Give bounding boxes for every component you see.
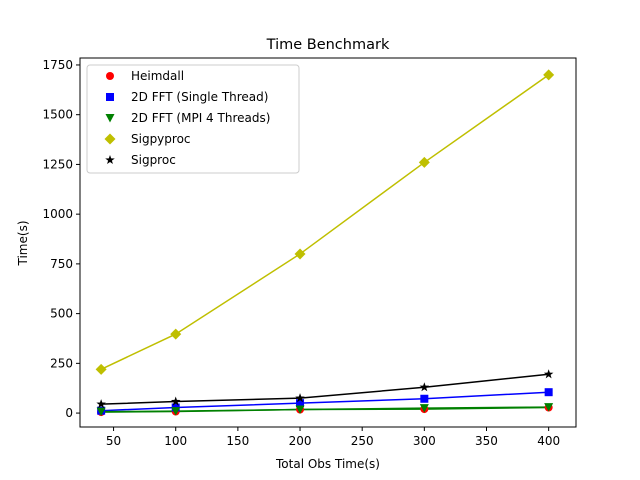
x-tick-label: 300 <box>413 434 436 448</box>
legend-label: Sigpyproc <box>131 132 191 146</box>
legend-item: Sigpyproc <box>104 132 191 146</box>
y-tick-label: 750 <box>50 257 73 271</box>
legend-item: Heimdall <box>106 69 184 83</box>
y-axis: 0 250 500 750 1000 1250 1500 1750 <box>42 58 80 420</box>
data-point-2-0 <box>96 407 106 417</box>
data-point-3-4 <box>543 69 555 81</box>
data-point-4-2 <box>295 393 305 403</box>
data-point-2-1 <box>171 407 181 416</box>
x-tick-label: 150 <box>226 434 249 448</box>
legend-marker <box>105 114 115 123</box>
data-point-1-3 <box>420 394 429 403</box>
y-tick-label: 250 <box>50 356 73 370</box>
x-tick-label: 50 <box>106 434 121 448</box>
x-tick-label: 400 <box>537 434 560 448</box>
data-point-3-2 <box>294 248 306 260</box>
y-axis-label: Time(s) <box>16 221 30 267</box>
x-tick-label: 200 <box>289 434 312 448</box>
x-tick-label: 100 <box>164 434 187 448</box>
y-tick-label: 1000 <box>42 207 73 221</box>
legend-marker <box>104 133 116 145</box>
legend-marker <box>105 155 115 165</box>
legend-item: 2D FFT (MPI 4 Threads) <box>105 111 270 125</box>
legend-label: Heimdall <box>131 69 184 83</box>
x-tick-label: 350 <box>475 434 498 448</box>
data-point-4-0 <box>96 399 106 409</box>
y-tick-label: 1500 <box>42 108 73 122</box>
data-point-4-4 <box>543 369 554 379</box>
data-point-1-2 <box>296 399 305 408</box>
data-point-3-1 <box>170 328 182 340</box>
y-tick-label: 1250 <box>42 157 73 171</box>
data-point-2-4 <box>544 403 554 412</box>
y-tick-label: 1750 <box>42 58 73 72</box>
data-point-1-4 <box>544 388 553 397</box>
legend: Heimdall 2D FFT (Single Thread) 2D FFT (MP… <box>86 64 300 174</box>
legend-label: 2D FFT (Single Thread) <box>131 90 268 104</box>
chart-title: Time Benchmark <box>266 37 390 53</box>
plot-area <box>95 69 555 417</box>
legend-marker <box>106 93 114 101</box>
data-point-3-0 <box>95 363 107 375</box>
x-axis: 50 100 150 200 250 300 350 400 <box>106 427 560 448</box>
data-point-3-3 <box>418 156 430 168</box>
data-point-2-2 <box>295 405 305 414</box>
legend-item: 2D FFT (Single Thread) <box>106 90 268 104</box>
data-point-4-3 <box>419 382 430 392</box>
plot-frame <box>79 57 577 428</box>
legend-item: Sigproc <box>105 153 176 167</box>
legend-label: Sigproc <box>131 153 176 167</box>
y-tick-label: 500 <box>50 307 73 321</box>
x-axis-label: Total Obs Time(s) <box>275 457 380 471</box>
data-point-4-1 <box>170 396 181 406</box>
data-point-2-3 <box>419 404 429 413</box>
legend-label: 2D FFT (MPI 4 Threads) <box>131 111 270 125</box>
legend-box <box>86 64 300 174</box>
y-tick-label: 0 <box>65 406 73 420</box>
legend-marker <box>106 72 114 80</box>
x-tick-label: 250 <box>351 434 374 448</box>
